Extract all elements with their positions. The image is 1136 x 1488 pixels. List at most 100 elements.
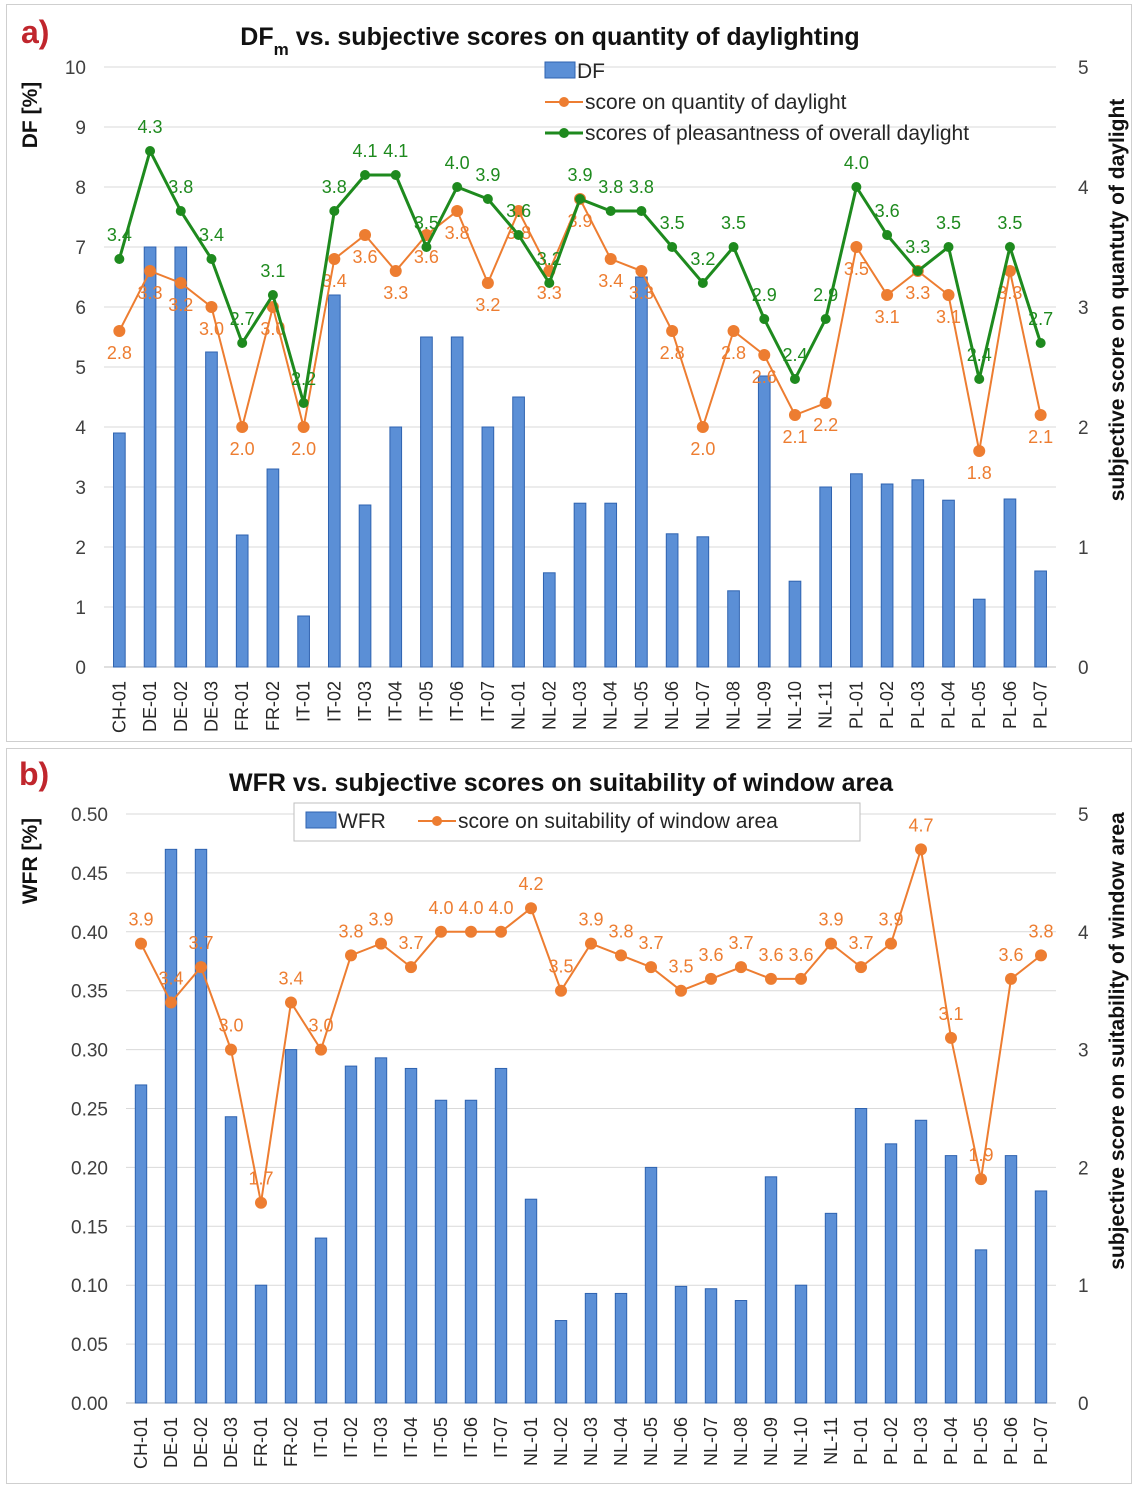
chart-title: DFm vs. subjective scores on quantity of…	[240, 23, 859, 59]
category-label: FR-02	[263, 681, 283, 731]
left-tick-label: 0.15	[71, 1217, 108, 1238]
bar	[266, 468, 280, 668]
bar	[554, 1320, 568, 1404]
category-label: NL-11	[821, 1417, 841, 1465]
right-tick-label: 4	[1078, 178, 1089, 199]
series-point	[421, 242, 432, 252]
series-point	[1005, 972, 1017, 985]
series-point	[482, 194, 493, 204]
bar	[1034, 1190, 1048, 1404]
left-tick-label: 3	[75, 478, 86, 499]
bar	[974, 1249, 988, 1404]
series-point	[390, 170, 401, 180]
series-point	[1034, 409, 1047, 421]
data-label: 3.3	[905, 237, 930, 257]
category-label: PL-01	[846, 681, 866, 729]
series-point	[145, 146, 156, 156]
bar	[542, 572, 556, 668]
left-tick-label: 0	[75, 658, 86, 679]
bar	[1004, 1155, 1018, 1404]
y-axis-label-left: WFR [%]	[19, 818, 42, 904]
bar	[757, 375, 771, 668]
data-label: 2.7	[230, 309, 255, 329]
left-tick-label: 0.20	[71, 1158, 108, 1179]
data-label: 2.7	[1028, 309, 1053, 329]
left-tick-label: 0.30	[71, 1041, 108, 1062]
bar	[134, 1084, 148, 1404]
legend-label: score on quantity of daylight	[585, 91, 847, 114]
category-label: PL-06	[1001, 1417, 1021, 1465]
data-label: 2.8	[660, 343, 685, 363]
data-label: 3.8	[1028, 921, 1053, 941]
category-label: DE-01	[140, 681, 160, 732]
category-label: PL-05	[969, 681, 989, 729]
series-point	[915, 843, 927, 856]
series-point	[605, 206, 616, 216]
series-point	[555, 984, 567, 997]
bar	[434, 1099, 448, 1404]
series-point	[604, 253, 617, 265]
left-tick-label: 7	[75, 238, 86, 259]
data-label: 3.5	[844, 259, 869, 279]
left-tick-label: 0.25	[71, 1100, 108, 1121]
left-tick-label: 9	[75, 118, 86, 139]
series-point	[789, 374, 800, 384]
bar	[1003, 498, 1017, 668]
category-label: IT-05	[431, 1417, 451, 1458]
data-label: 4.0	[844, 153, 869, 173]
category-label: IT-07	[478, 681, 498, 722]
bar	[524, 1198, 538, 1404]
series-point	[825, 937, 837, 950]
bar	[674, 1285, 688, 1404]
bar	[850, 473, 863, 668]
series-point	[1035, 949, 1047, 962]
series-point	[525, 902, 537, 915]
series-point	[735, 961, 747, 974]
orange-series-line	[140, 849, 1042, 1203]
right-tick-label: 3	[1078, 298, 1089, 319]
data-label: 2.4	[967, 345, 992, 365]
category-label: NL-04	[601, 681, 621, 730]
left-tick-label: 2	[75, 538, 86, 559]
left-tick-label: 0.05	[71, 1335, 108, 1356]
series-point	[635, 265, 648, 277]
bar	[788, 580, 802, 668]
series-point	[696, 421, 709, 433]
bar	[143, 246, 157, 668]
series-point	[405, 961, 417, 974]
series-point	[575, 194, 585, 204]
bar	[604, 502, 618, 668]
category-label: NL-06	[671, 1417, 691, 1466]
data-label: 3.0	[260, 319, 285, 339]
category-label: NL-07	[693, 681, 713, 730]
data-label: 3.3	[629, 283, 654, 303]
category-label: PL-02	[881, 1417, 901, 1465]
bar	[944, 1155, 958, 1404]
category-label: PL-06	[1000, 681, 1020, 729]
data-label: 3.2	[475, 295, 500, 315]
right-tick-label: 4	[1078, 923, 1089, 944]
series-point	[759, 314, 770, 324]
series-point	[144, 265, 157, 277]
panel-label: a)	[21, 14, 49, 50]
series-point	[728, 242, 739, 252]
data-label: 2.8	[721, 343, 746, 363]
category-label: NL-10	[785, 681, 805, 730]
bar	[404, 1067, 418, 1404]
legend-box	[293, 802, 861, 842]
left-tick-label: 0.45	[71, 864, 108, 885]
data-label: 3.8	[168, 177, 193, 197]
data-label: 3.6	[998, 945, 1023, 965]
y-axis-label-left: DF [%]	[19, 82, 42, 149]
right-tick-label: 2	[1078, 1158, 1089, 1179]
data-label: 3.9	[368, 910, 393, 930]
series-point	[855, 961, 867, 974]
series-point	[206, 254, 217, 264]
bar	[573, 502, 587, 668]
data-label: 1.8	[967, 463, 992, 483]
left-tick-label: 0.40	[71, 923, 108, 944]
series-point	[465, 925, 477, 938]
data-label: 3.3	[537, 283, 562, 303]
series-point	[795, 972, 807, 985]
data-label: 3.8	[608, 921, 633, 941]
